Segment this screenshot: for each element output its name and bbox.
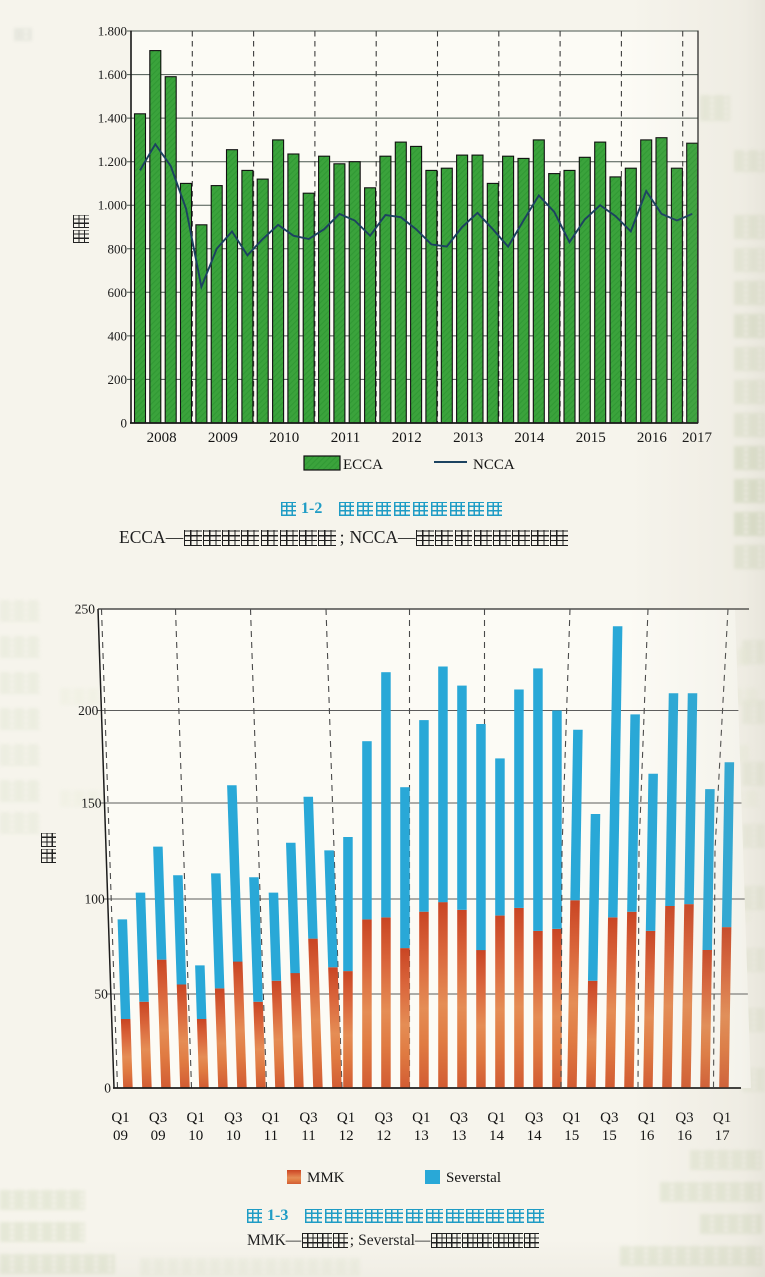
svg-text:2017: 2017 [682, 430, 713, 446]
svg-text:14: 14 [527, 1128, 543, 1144]
svg-text:800: 800 [108, 241, 128, 256]
svg-text:16: 16 [639, 1128, 655, 1144]
svg-text:0: 0 [104, 1081, 111, 1096]
svg-text:2013: 2013 [453, 430, 483, 446]
svg-text:14: 14 [489, 1128, 505, 1144]
svg-text:100: 100 [84, 892, 105, 907]
svg-text:13: 13 [451, 1128, 466, 1144]
svg-text:NCCA: NCCA [473, 457, 515, 473]
svg-text:Q1: Q1 [713, 1110, 731, 1126]
svg-text:2010: 2010 [269, 430, 299, 446]
svg-text:09: 09 [151, 1128, 166, 1144]
svg-text:600: 600 [108, 285, 128, 300]
svg-text:1.400: 1.400 [98, 111, 127, 126]
svg-text:12: 12 [339, 1128, 354, 1144]
svg-text:200: 200 [108, 372, 128, 387]
svg-text:09: 09 [113, 1128, 128, 1144]
svg-text:400: 400 [108, 328, 128, 343]
svg-text:17: 17 [715, 1128, 731, 1144]
svg-text:1.200: 1.200 [98, 154, 127, 169]
svg-text:13: 13 [414, 1128, 429, 1144]
svg-text:2014: 2014 [514, 430, 545, 446]
svg-text:Q1: Q1 [187, 1110, 205, 1126]
svg-text:Q3: Q3 [224, 1110, 242, 1126]
svg-text:Q1: Q1 [638, 1110, 656, 1126]
svg-text:1.600: 1.600 [98, 67, 127, 82]
svg-text:MMK: MMK [307, 1170, 345, 1186]
svg-text:Q1: Q1 [262, 1110, 280, 1126]
svg-text:2008: 2008 [147, 430, 177, 446]
svg-text:Q3: Q3 [600, 1110, 618, 1126]
svg-text:15: 15 [564, 1128, 579, 1144]
svg-text:2016: 2016 [637, 430, 668, 446]
svg-text:Q1: Q1 [337, 1110, 355, 1126]
svg-text:150: 150 [81, 796, 102, 811]
svg-text:11: 11 [264, 1128, 278, 1144]
svg-text:50: 50 [94, 987, 108, 1002]
svg-text:Q1: Q1 [487, 1110, 505, 1126]
svg-text:Q1: Q1 [563, 1110, 581, 1126]
svg-text:2009: 2009 [208, 430, 238, 446]
svg-text:2015: 2015 [576, 430, 606, 446]
svg-text:0: 0 [121, 416, 128, 431]
svg-text:1.800: 1.800 [98, 24, 127, 39]
svg-text:250: 250 [75, 602, 96, 617]
svg-text:ECCA: ECCA [343, 457, 383, 473]
svg-text:Q1: Q1 [412, 1110, 430, 1126]
svg-text:200: 200 [78, 703, 99, 718]
svg-text:11: 11 [301, 1128, 315, 1144]
svg-text:10: 10 [188, 1128, 203, 1144]
svg-text:Q3: Q3 [375, 1110, 393, 1126]
svg-text:Q3: Q3 [675, 1110, 693, 1126]
svg-text:Severstal: Severstal [446, 1170, 501, 1186]
svg-text:15: 15 [602, 1128, 617, 1144]
svg-text:1.000: 1.000 [98, 198, 127, 213]
svg-text:Q3: Q3 [149, 1110, 167, 1126]
svg-text:16: 16 [677, 1128, 693, 1144]
svg-text:Q1: Q1 [111, 1110, 129, 1126]
svg-text:Q3: Q3 [525, 1110, 543, 1126]
svg-text:2011: 2011 [331, 430, 360, 446]
svg-text:12: 12 [376, 1128, 391, 1144]
svg-text:Q3: Q3 [450, 1110, 468, 1126]
svg-text:2012: 2012 [392, 430, 422, 446]
svg-text:10: 10 [226, 1128, 241, 1144]
svg-text:Q3: Q3 [299, 1110, 317, 1126]
